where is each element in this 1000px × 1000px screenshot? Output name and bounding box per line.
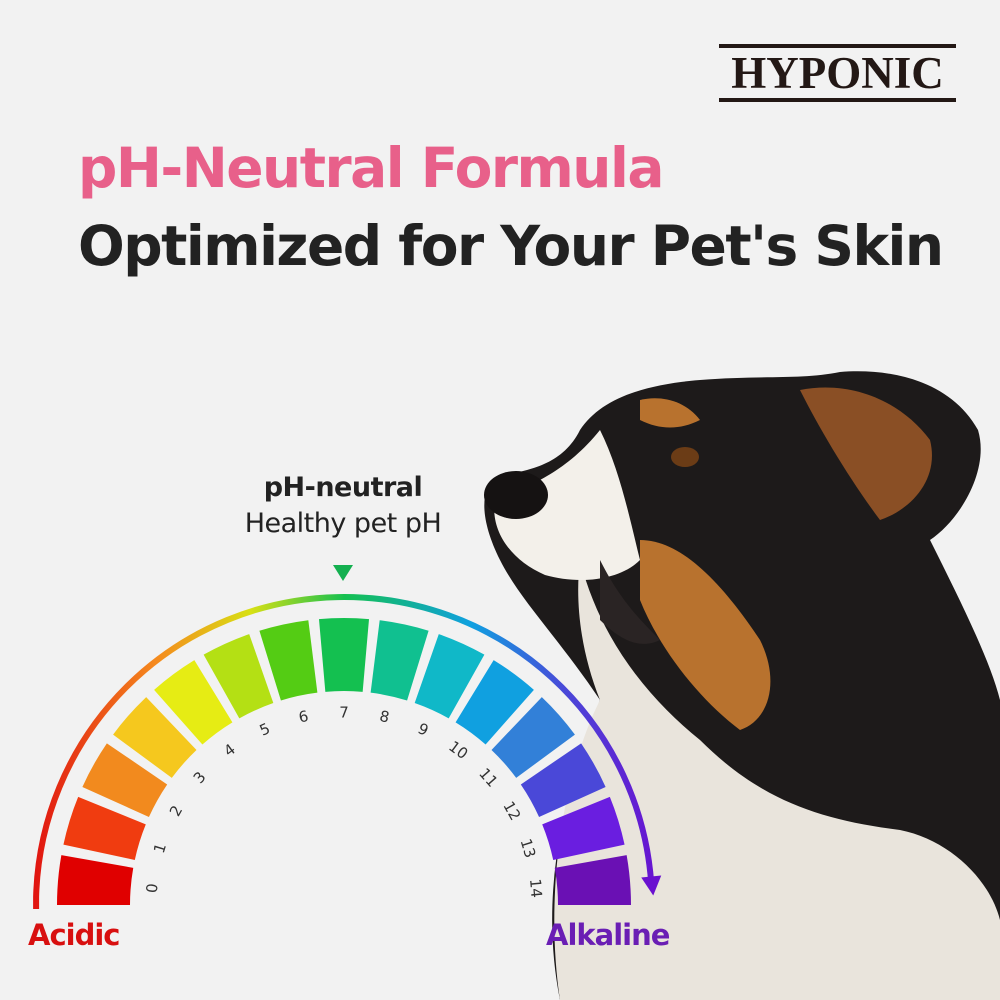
neutral-marker-triangle (333, 565, 353, 581)
ph-label-6: 6 (297, 707, 310, 727)
ph-label-11: 11 (475, 765, 501, 791)
gauge-arc-arrow (33, 593, 655, 909)
ph-label-13: 13 (517, 836, 540, 860)
ph-block-13 (542, 796, 625, 860)
indicator-title: pH-neutral (263, 472, 423, 503)
ph-label-10: 10 (445, 737, 471, 763)
ph-label-3: 3 (190, 768, 210, 787)
ph-block-7 (318, 618, 370, 692)
ph-block-5 (203, 634, 274, 719)
headline-line1: pH-Neutral Formula (78, 136, 664, 200)
ph-label-14: 14 (526, 878, 546, 899)
ph-block-14 (554, 855, 631, 905)
ph-block-9 (414, 634, 485, 719)
ph-label-1: 1 (150, 841, 170, 855)
ph-block-11 (491, 697, 575, 778)
ph-block-0 (57, 855, 134, 905)
ph-label-0: 0 (143, 883, 162, 894)
ph-block-2 (82, 743, 168, 817)
gauge-arrow-head (641, 875, 662, 896)
alkaline-label: Alkaline (546, 918, 670, 952)
acidic-label: Acidic (28, 918, 120, 952)
ph-block-10 (455, 660, 534, 745)
indicator-subtitle: Healthy pet pH (244, 508, 442, 539)
ph-label-8: 8 (378, 707, 391, 727)
ph-label-5: 5 (257, 719, 273, 739)
ph-block-8 (370, 620, 429, 701)
logo-text: HYPONIC (731, 48, 944, 98)
ph-label-4: 4 (221, 740, 239, 760)
ph-label-12: 12 (499, 798, 524, 823)
ph-label-7: 7 (339, 704, 349, 722)
ph-label-2: 2 (166, 802, 186, 819)
ph-block-4 (154, 660, 233, 745)
ph-block-6 (259, 620, 318, 701)
ph-block-12 (520, 743, 606, 817)
headline-line2: Optimized for Your Pet's Skin (78, 214, 944, 278)
ph-label-9: 9 (415, 719, 431, 739)
logo-rule-top (719, 44, 956, 48)
logo-rule-bottom (719, 98, 956, 102)
brand-logo: HYPONIC (719, 44, 956, 102)
ph-block-1 (63, 796, 146, 860)
ph-block-3 (113, 697, 197, 778)
